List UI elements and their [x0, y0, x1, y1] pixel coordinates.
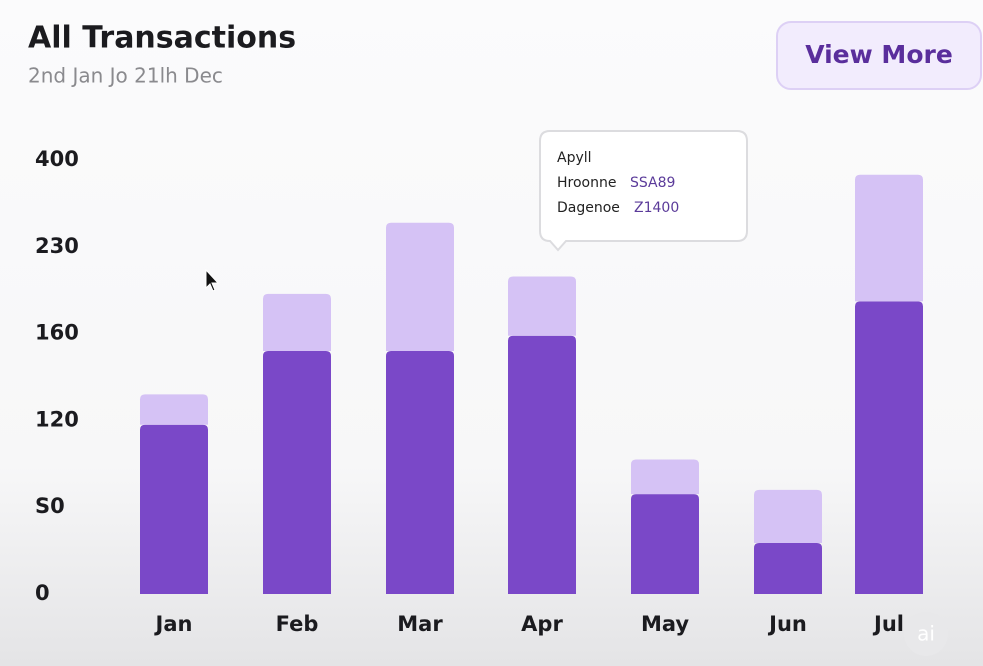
bar-segment — [631, 494, 699, 594]
view-more-button[interactable]: View More — [776, 21, 982, 90]
subtitle: 2nd Jan Jo 21lh Dec — [28, 64, 223, 88]
bar-segment — [508, 276, 576, 336]
x-tick-label: Mar — [397, 612, 443, 636]
tooltip-label: Hroonne — [557, 175, 616, 191]
tooltip-value: Z1400 — [634, 200, 679, 216]
y-tick-label: 160 — [35, 321, 79, 345]
bar-segment — [754, 489, 822, 544]
bar-segment — [263, 350, 331, 594]
bar-segment — [508, 335, 576, 594]
y-tick-label: 120 — [35, 407, 79, 431]
y-tick-label: 0 — [35, 581, 50, 605]
bar-segment — [386, 350, 454, 594]
tooltip-value: SSA89 — [630, 175, 675, 191]
tooltip-box — [539, 130, 748, 252]
bar-segment — [140, 394, 208, 425]
y-tick-label: S0 — [35, 494, 65, 518]
badge-bg — [904, 612, 948, 656]
bar-segment — [855, 174, 923, 302]
x-tick-label: Jul — [872, 612, 904, 636]
y-tick-label: 230 — [35, 234, 79, 258]
x-tick-label: Apr — [521, 612, 563, 636]
bar-segment — [263, 293, 331, 351]
tooltip: Apyll Hroonne SSA89 Dagenoe Z1400 — [539, 130, 748, 252]
button-bg[interactable] — [776, 21, 982, 90]
ai-badge: ai — [904, 612, 948, 656]
x-tick-label: May — [641, 612, 689, 636]
x-tick-label: Jan — [154, 612, 193, 636]
tooltip-title: Apyll — [557, 150, 592, 166]
bar-segment — [386, 222, 454, 351]
button-label[interactable]: View More — [805, 40, 953, 69]
bar-segment — [631, 459, 699, 495]
tooltip-label: Dagenoe — [557, 200, 620, 216]
bar-segment — [855, 301, 923, 594]
bar-segment — [754, 543, 822, 594]
y-tick-label: 400 — [35, 147, 79, 171]
badge-label: ai — [917, 622, 935, 646]
cursor — [205, 268, 220, 292]
chart: 0 S0 120 160 230 400 Jan Feb Mar Apr May Jun Jul — [35, 147, 923, 636]
bar-segment — [140, 424, 208, 594]
x-tick-label: Jun — [767, 612, 807, 636]
title: All Transactions — [28, 21, 296, 56]
x-tick-label: Feb — [276, 612, 319, 636]
